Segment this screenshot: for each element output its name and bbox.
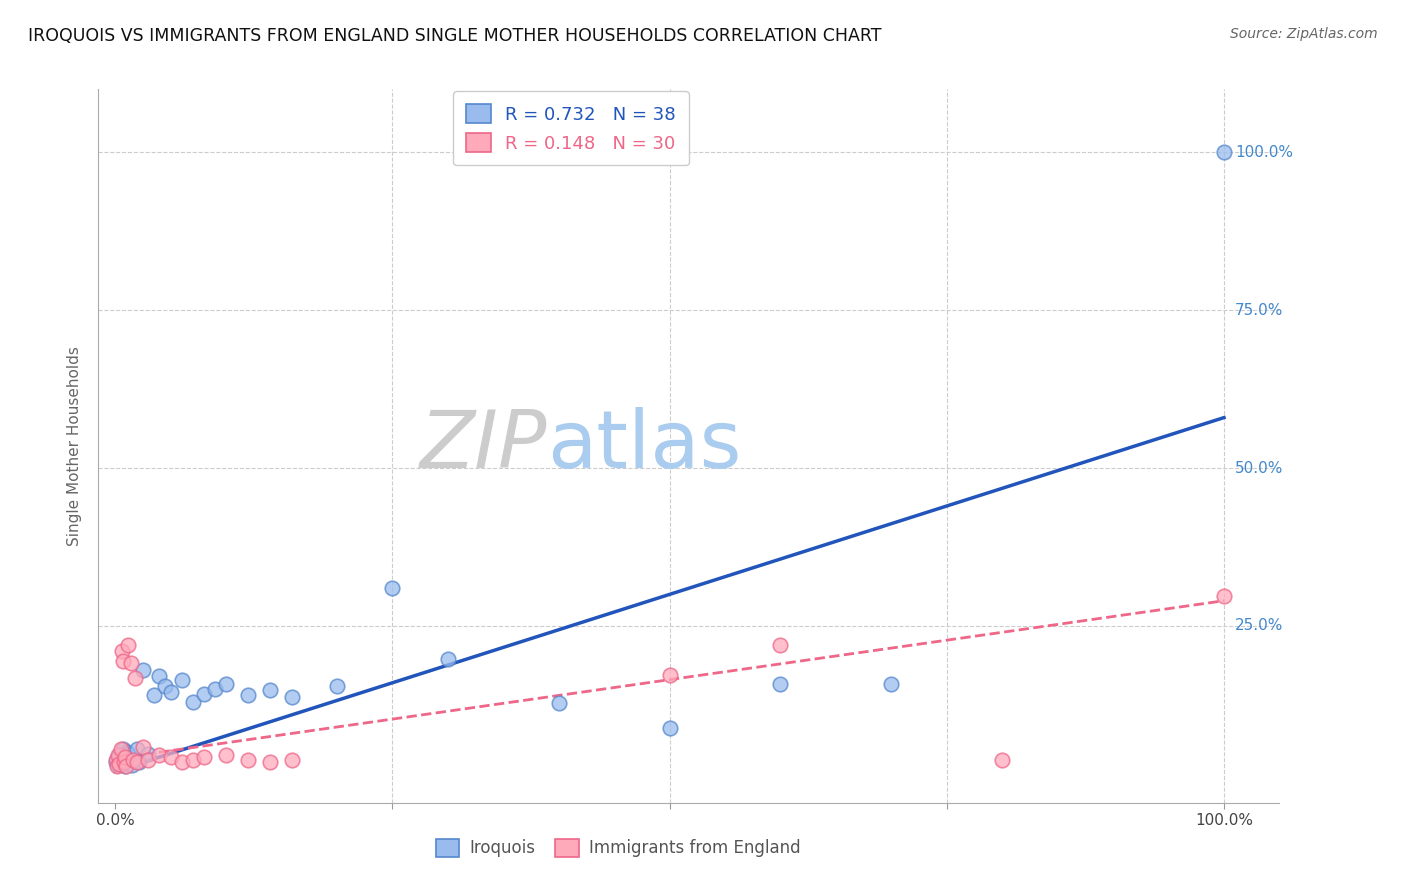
Point — [153, 679, 176, 693]
Point — [105, 753, 128, 767]
Point — [769, 677, 792, 691]
Point — [769, 638, 792, 652]
Point — [108, 748, 131, 763]
Point — [236, 753, 259, 767]
Point — [136, 747, 159, 761]
Text: 50.0%: 50.0% — [1234, 460, 1284, 475]
Point — [181, 695, 204, 709]
Point — [117, 638, 139, 652]
Point — [148, 669, 170, 683]
Point — [120, 656, 142, 670]
Point — [215, 748, 238, 763]
Point — [132, 740, 155, 755]
Point — [436, 652, 458, 666]
Point — [111, 654, 134, 668]
Point — [115, 759, 138, 773]
Point — [142, 689, 165, 703]
Point — [193, 750, 215, 764]
Point — [170, 673, 193, 687]
Point — [132, 663, 155, 677]
Point — [111, 742, 134, 756]
Point — [105, 755, 128, 769]
Point — [127, 742, 149, 756]
Point — [127, 755, 149, 769]
Point — [658, 721, 681, 735]
Point — [547, 696, 569, 710]
Text: 75.0%: 75.0% — [1234, 302, 1284, 318]
Point — [114, 750, 136, 764]
Point — [111, 644, 134, 658]
Y-axis label: Single Mother Households: Single Mother Households — [67, 346, 83, 546]
Point — [326, 679, 349, 693]
Point — [111, 756, 134, 771]
Point — [159, 750, 181, 764]
Point — [148, 748, 170, 763]
Text: atlas: atlas — [547, 407, 741, 485]
Point — [259, 755, 281, 769]
Point — [170, 755, 193, 769]
Point — [259, 683, 281, 698]
Point — [115, 753, 138, 767]
Point — [124, 671, 146, 685]
Point — [193, 687, 215, 701]
Point — [181, 753, 204, 767]
Point — [204, 682, 226, 697]
Point — [281, 690, 304, 704]
Text: 25.0%: 25.0% — [1234, 618, 1284, 633]
Point — [880, 677, 903, 691]
Point — [110, 753, 132, 767]
Point — [105, 751, 128, 765]
Text: ZIP: ZIP — [420, 407, 547, 485]
Point — [107, 758, 129, 772]
Point — [117, 747, 139, 761]
Point — [1213, 145, 1236, 160]
Point — [117, 745, 139, 759]
Point — [381, 581, 404, 595]
Point — [112, 755, 135, 769]
Point — [107, 748, 129, 763]
Point — [128, 755, 150, 769]
Point — [124, 753, 146, 767]
Text: Source: ZipAtlas.com: Source: ZipAtlas.com — [1230, 27, 1378, 41]
Point — [112, 750, 135, 764]
Point — [108, 756, 131, 771]
Point — [236, 689, 259, 703]
Point — [281, 753, 304, 767]
Point — [105, 759, 128, 773]
Point — [658, 668, 681, 682]
Point — [215, 677, 238, 691]
Legend: Iroquois, Immigrants from England: Iroquois, Immigrants from England — [427, 830, 808, 866]
Point — [136, 753, 159, 767]
Point — [991, 753, 1014, 767]
Point — [121, 753, 143, 767]
Point — [110, 742, 132, 756]
Point — [1213, 589, 1236, 603]
Point — [159, 685, 181, 699]
Point — [121, 758, 143, 772]
Text: 100.0%: 100.0% — [1234, 145, 1294, 160]
Point — [114, 759, 136, 773]
Text: IROQUOIS VS IMMIGRANTS FROM ENGLAND SINGLE MOTHER HOUSEHOLDS CORRELATION CHART: IROQUOIS VS IMMIGRANTS FROM ENGLAND SING… — [28, 27, 882, 45]
